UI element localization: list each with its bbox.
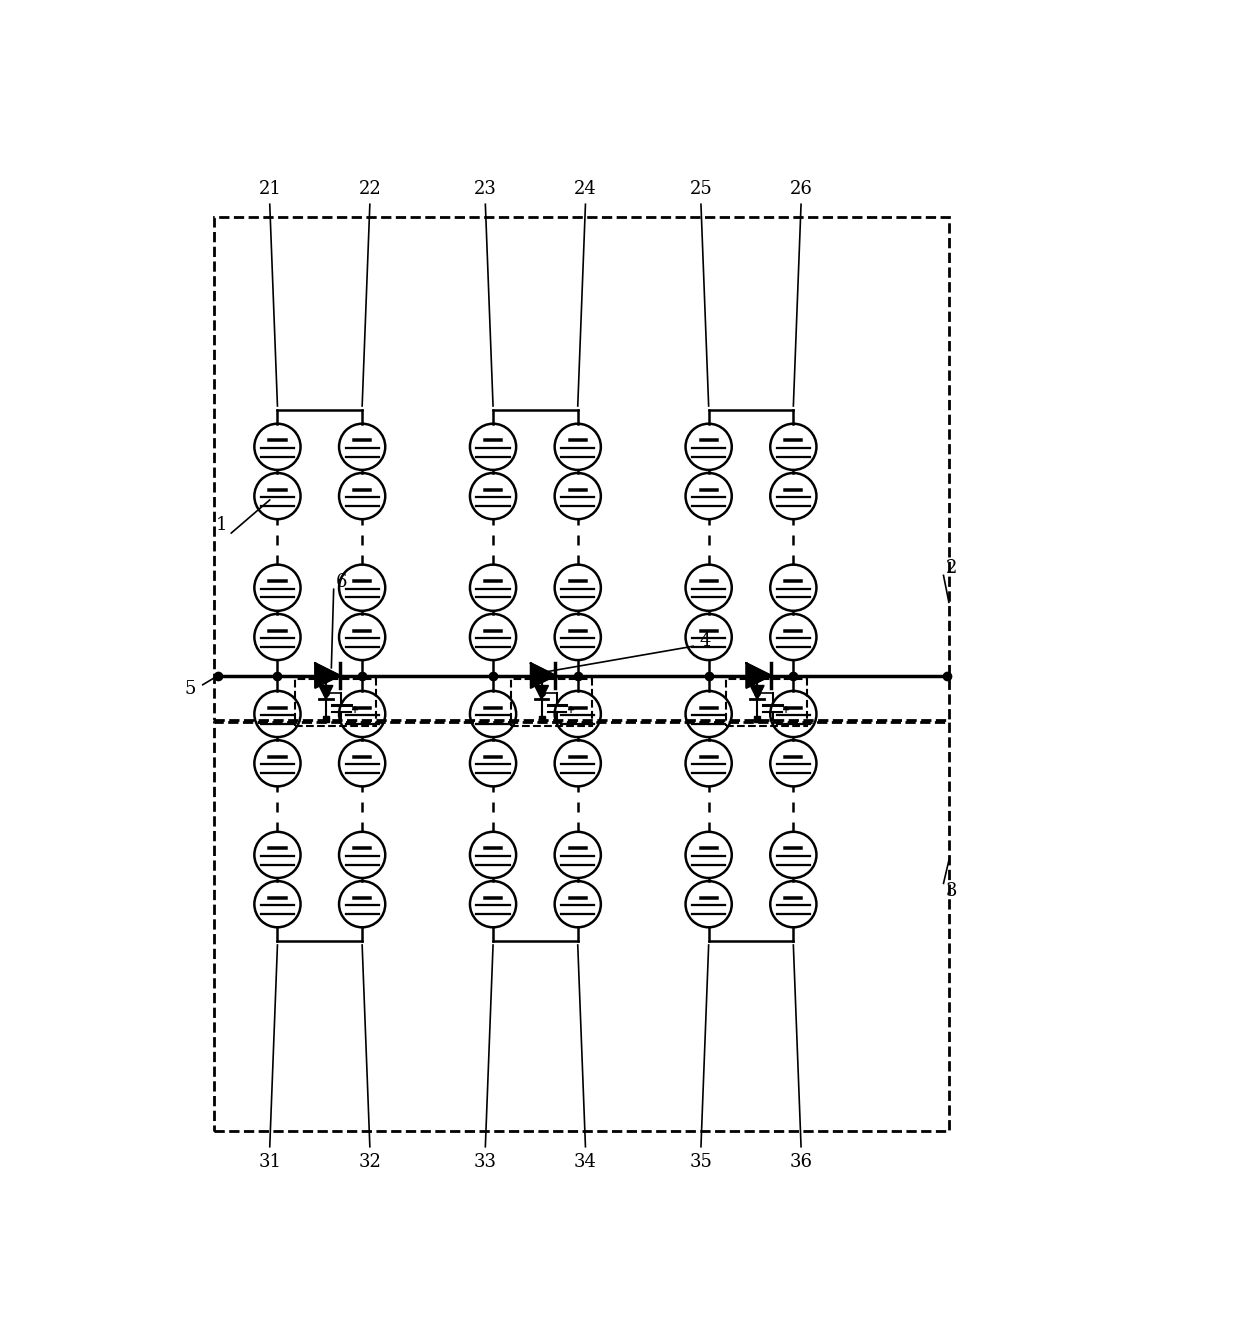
Text: 35: 35 <box>689 1153 713 1172</box>
Bar <box>213 217 949 720</box>
Bar <box>511 680 591 726</box>
Polygon shape <box>315 664 340 688</box>
Text: +: + <box>351 705 360 716</box>
Bar <box>295 680 376 726</box>
Text: 36: 36 <box>790 1153 812 1172</box>
Text: +: + <box>782 705 790 716</box>
Text: 24: 24 <box>574 180 596 198</box>
Text: 32: 32 <box>358 1153 381 1172</box>
Text: 21: 21 <box>258 180 281 198</box>
Polygon shape <box>746 664 771 688</box>
Polygon shape <box>319 685 332 700</box>
Text: 22: 22 <box>358 180 381 198</box>
Text: 33: 33 <box>474 1153 497 1172</box>
Text: 1: 1 <box>216 516 227 535</box>
Text: 5: 5 <box>185 680 196 698</box>
Text: 26: 26 <box>790 180 812 198</box>
Bar <box>727 680 807 726</box>
Text: 2: 2 <box>946 559 957 577</box>
Text: 6: 6 <box>336 572 347 591</box>
Bar <box>213 722 949 1132</box>
Text: 4: 4 <box>699 632 711 650</box>
Text: 3: 3 <box>945 882 957 900</box>
Text: 23: 23 <box>474 180 497 198</box>
Polygon shape <box>531 664 556 688</box>
Text: 34: 34 <box>574 1153 596 1172</box>
Polygon shape <box>750 685 764 700</box>
Polygon shape <box>534 685 548 700</box>
Text: +: + <box>567 705 575 716</box>
Text: 31: 31 <box>258 1153 281 1172</box>
Text: 25: 25 <box>689 180 712 198</box>
